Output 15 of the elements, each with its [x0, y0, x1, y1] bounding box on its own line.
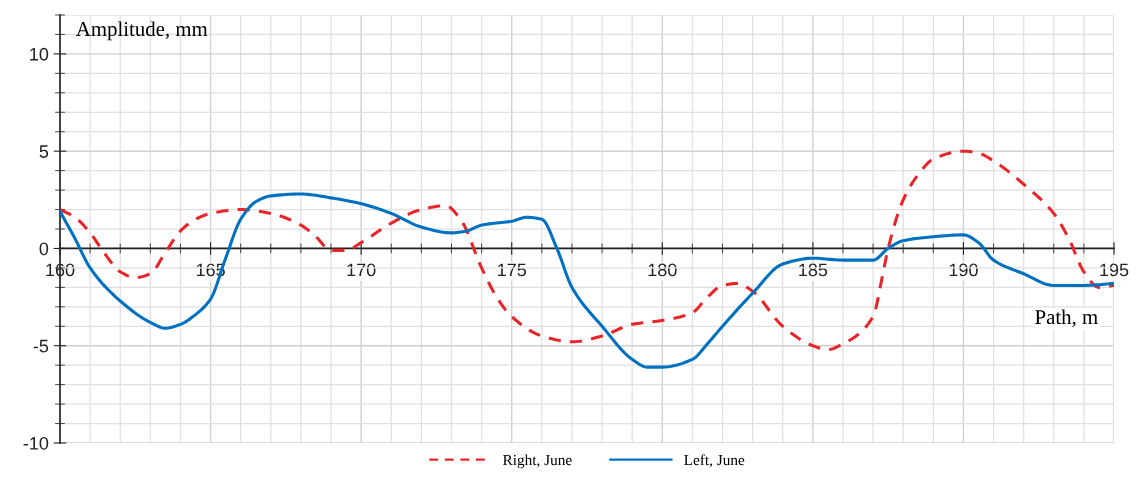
x-tick-label: 185: [799, 263, 828, 277]
x-tick-label: 180: [648, 263, 677, 277]
x-tick-label: 170: [347, 263, 376, 277]
x-tick-label: 190: [949, 263, 978, 277]
legend-label: Left, June: [684, 454, 745, 468]
x-tick-label: 195: [1100, 263, 1129, 277]
y-tick-label: 0: [39, 242, 49, 256]
y-tick-label: -5: [33, 339, 49, 353]
x-axis-title: Path, m: [1035, 309, 1098, 328]
y-tick-label: 10: [30, 47, 49, 61]
y-axis-title: Amplitude, mm: [76, 21, 208, 41]
legend-label: Right, June: [503, 454, 572, 469]
x-tick-label: 175: [498, 263, 527, 277]
y-tick-label: 5: [39, 145, 49, 158]
y-tick-label: -10: [23, 436, 49, 450]
